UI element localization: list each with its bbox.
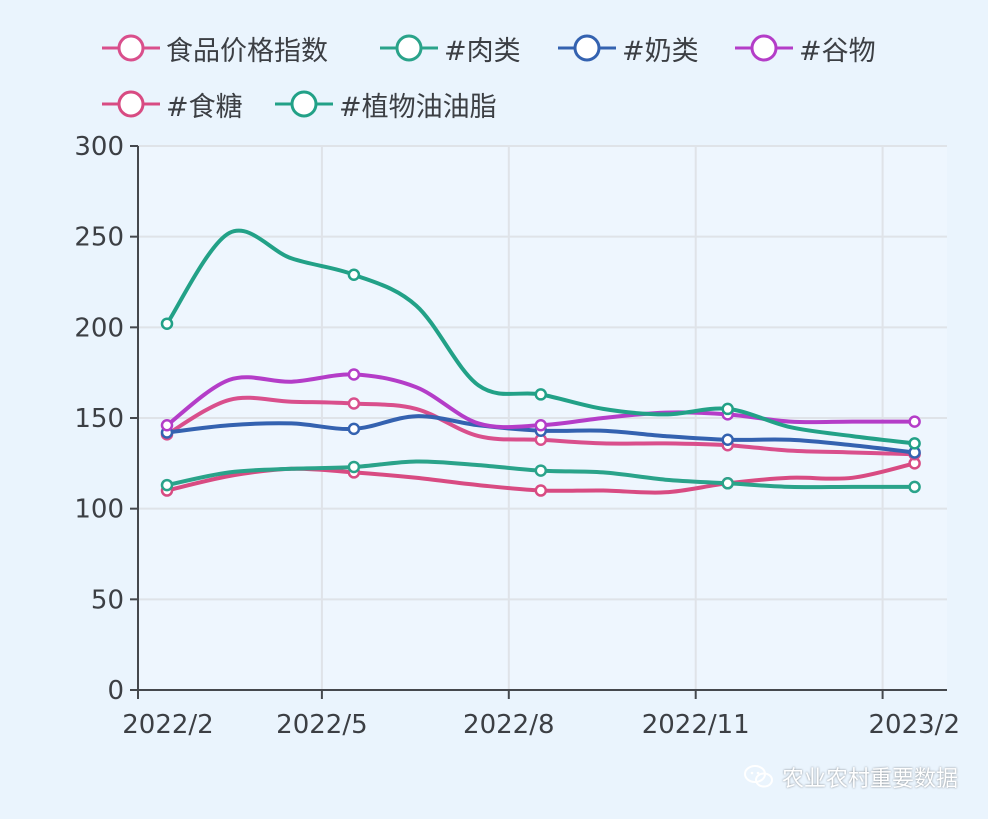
legend-item[interactable]: 食品价格指数 bbox=[100, 28, 328, 68]
legend-label: #植物油油脂 bbox=[339, 91, 497, 123]
legend-item[interactable]: #谷物 bbox=[733, 28, 876, 68]
watermark-text: 农业农村重要数据 bbox=[781, 767, 958, 792]
y-tick-label: 250 bbox=[74, 223, 124, 253]
legend-marker bbox=[102, 90, 160, 118]
series-2 bbox=[160, 459, 921, 494]
x-tick-label: 2022/11 bbox=[642, 710, 750, 740]
grid bbox=[138, 145, 947, 690]
y-tick-label: 100 bbox=[74, 495, 124, 525]
legend-marker bbox=[275, 90, 333, 118]
x-tick-label: 2022/5 bbox=[276, 710, 367, 740]
x-tick-label: 2022/8 bbox=[463, 710, 554, 740]
y-tick-label: 300 bbox=[74, 132, 124, 162]
series-6 bbox=[160, 228, 921, 450]
data-point bbox=[347, 422, 361, 436]
data-point bbox=[908, 480, 921, 494]
legend-label: #肉类 bbox=[444, 35, 521, 67]
data-point bbox=[721, 477, 734, 490]
data-point bbox=[347, 268, 361, 281]
legend-item[interactable]: #奶类 bbox=[556, 28, 699, 68]
legend-marker bbox=[735, 34, 793, 62]
legend-label: 食品价格指数 bbox=[166, 35, 328, 67]
data-point bbox=[160, 419, 174, 432]
legend-marker bbox=[380, 34, 438, 62]
series-line bbox=[165, 228, 917, 446]
y-tick-label: 150 bbox=[74, 404, 124, 434]
x-tick-label: 2023/2 bbox=[869, 710, 960, 740]
data-point bbox=[908, 437, 921, 450]
legend-label: #奶类 bbox=[622, 35, 699, 67]
data-point bbox=[908, 415, 921, 428]
y-tick-label: 200 bbox=[74, 313, 124, 343]
legend-label: #谷物 bbox=[799, 35, 876, 67]
series-lines bbox=[160, 228, 921, 497]
y-tick-label: 50 bbox=[91, 585, 124, 615]
series-line bbox=[165, 372, 917, 430]
data-point bbox=[721, 433, 734, 447]
data-point bbox=[534, 464, 548, 477]
axes: 0 50 100 150 200 250 300 2022/2 2022/5 2022/8 2022… bbox=[74, 132, 960, 740]
data-point bbox=[347, 397, 361, 410]
series-4 bbox=[160, 368, 921, 432]
data-point bbox=[160, 478, 174, 492]
data-point bbox=[534, 419, 548, 432]
data-point bbox=[534, 388, 548, 401]
legend-label: #食糖 bbox=[166, 91, 243, 123]
data-point bbox=[347, 460, 361, 474]
legend-item[interactable]: #肉类 bbox=[378, 28, 521, 68]
data-point bbox=[534, 484, 548, 497]
x-tick-label: 2022/2 bbox=[122, 710, 213, 740]
watermark: 农业农村重要数据 bbox=[743, 761, 958, 793]
legend-item[interactable]: #食糖 bbox=[100, 84, 243, 124]
data-point bbox=[721, 402, 734, 416]
data-point bbox=[160, 317, 174, 330]
data-point bbox=[347, 368, 361, 381]
legend-item[interactable]: #植物油油脂 bbox=[273, 84, 497, 124]
legend-marker bbox=[558, 34, 616, 62]
legend-marker bbox=[102, 34, 160, 62]
wechat-icon bbox=[743, 765, 773, 788]
y-tick-label: 0 bbox=[107, 676, 124, 706]
